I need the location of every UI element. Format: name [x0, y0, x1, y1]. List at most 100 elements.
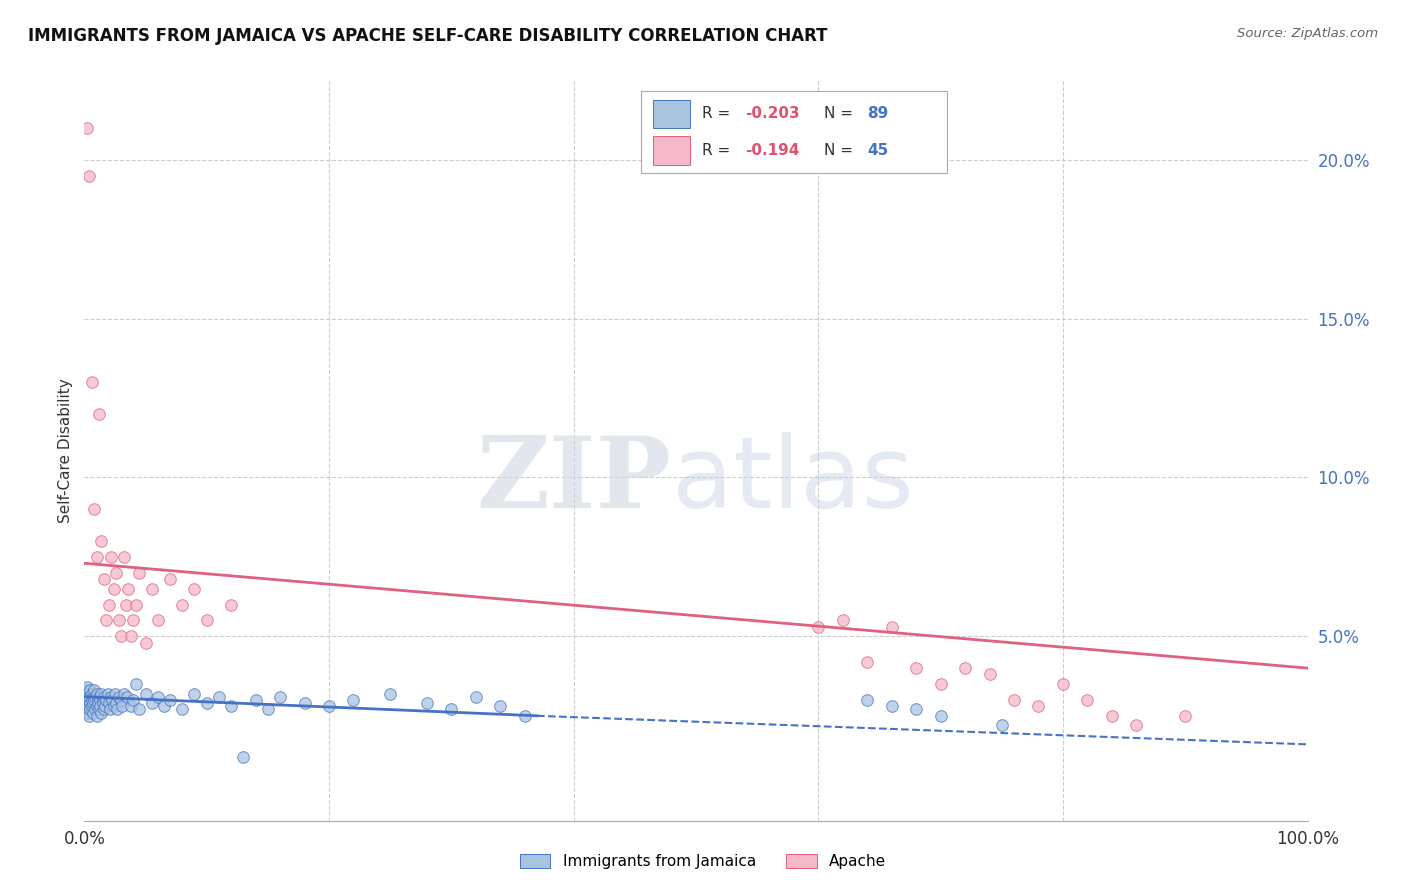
Point: [342, 693, 364, 707]
Point: [141, 582, 163, 596]
Point: [105, 696, 128, 710]
Point: [84, 690, 107, 704]
Point: [117, 582, 139, 596]
Point: [1174, 708, 1197, 723]
Point: [440, 702, 463, 716]
Point: [77, 690, 100, 704]
Point: [172, 702, 194, 716]
Point: [101, 693, 124, 707]
Point: [84, 702, 107, 716]
Point: [87, 702, 110, 716]
Point: [183, 582, 205, 596]
Point: [107, 614, 129, 628]
Point: [96, 614, 118, 628]
Point: [880, 620, 903, 634]
Text: Source: ZipAtlas.com: Source: ZipAtlas.com: [1237, 27, 1378, 40]
Point: [159, 693, 181, 707]
Point: [905, 661, 928, 675]
Point: [77, 687, 100, 701]
Point: [831, 614, 853, 628]
Point: [111, 699, 134, 714]
Point: [1052, 677, 1074, 691]
Point: [807, 620, 830, 634]
Point: [172, 598, 194, 612]
Point: [125, 677, 148, 691]
Point: [76, 120, 98, 135]
Text: IMMIGRANTS FROM JAMAICA VS APACHE SELF-CARE DISABILITY CORRELATION CHART: IMMIGRANTS FROM JAMAICA VS APACHE SELF-C…: [28, 27, 828, 45]
Point: [86, 699, 108, 714]
Point: [75, 683, 97, 698]
Point: [183, 687, 205, 701]
Point: [93, 690, 115, 704]
Point: [929, 708, 952, 723]
Point: [153, 699, 176, 714]
Point: [104, 687, 127, 701]
Point: [76, 680, 98, 694]
Point: [979, 667, 1001, 681]
Point: [97, 696, 120, 710]
Point: [269, 690, 291, 704]
Point: [115, 690, 138, 704]
Point: [93, 702, 115, 716]
Point: [100, 690, 122, 704]
Point: [195, 614, 218, 628]
Point: [79, 683, 101, 698]
Point: [83, 693, 105, 707]
Point: [294, 696, 316, 710]
Point: [80, 693, 103, 707]
Point: [128, 566, 150, 580]
Point: [489, 699, 512, 714]
Point: [219, 598, 242, 612]
Point: [929, 677, 952, 691]
Point: [146, 690, 169, 704]
Point: [77, 706, 100, 720]
Point: [1002, 693, 1025, 707]
Point: [100, 549, 122, 564]
Point: [94, 699, 117, 714]
Point: [89, 699, 111, 714]
Point: [90, 706, 112, 720]
Point: [208, 690, 231, 704]
Point: [245, 693, 267, 707]
Point: [91, 696, 114, 710]
Point: [97, 598, 120, 612]
Point: [103, 582, 125, 596]
Point: [953, 661, 976, 675]
Point: [82, 706, 104, 720]
Point: [219, 699, 242, 714]
Point: [98, 702, 121, 716]
Point: [90, 687, 112, 701]
Point: [87, 690, 110, 704]
Point: [80, 699, 103, 714]
Point: [159, 572, 181, 586]
Point: [82, 696, 104, 710]
Point: [75, 693, 97, 707]
Point: [97, 687, 120, 701]
Point: [135, 687, 157, 701]
Text: ZIP: ZIP: [477, 432, 672, 529]
Point: [79, 696, 101, 710]
Point: [82, 690, 104, 704]
Point: [76, 702, 98, 716]
Point: [135, 636, 157, 650]
Text: atlas: atlas: [672, 432, 912, 529]
Point: [77, 708, 100, 723]
Point: [232, 750, 254, 764]
Point: [80, 375, 103, 389]
Point: [87, 407, 110, 421]
Point: [86, 708, 108, 723]
Point: [318, 699, 340, 714]
Point: [257, 702, 280, 716]
Point: [107, 690, 129, 704]
Point: [86, 687, 108, 701]
Point: [77, 169, 100, 183]
Point: [110, 693, 132, 707]
Point: [856, 693, 879, 707]
Point: [103, 699, 125, 714]
Point: [83, 502, 105, 516]
Point: [112, 549, 135, 564]
Point: [1028, 699, 1050, 714]
Point: [76, 696, 98, 710]
Point: [112, 687, 135, 701]
Point: [79, 702, 101, 716]
